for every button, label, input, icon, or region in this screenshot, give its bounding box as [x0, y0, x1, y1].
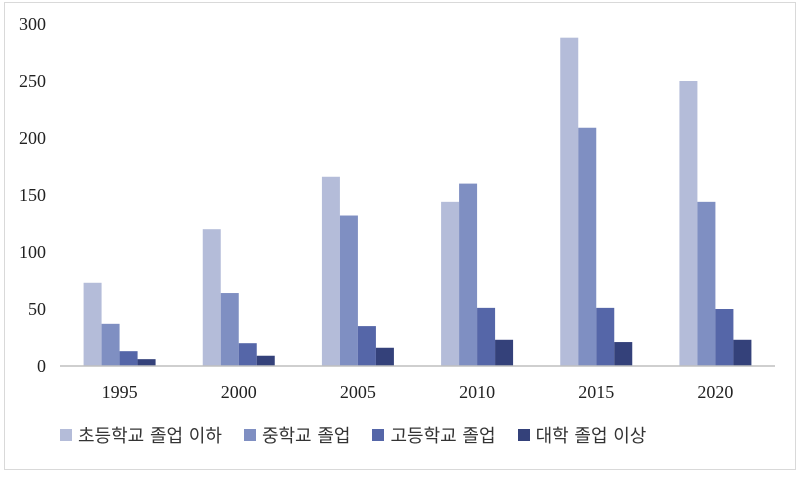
bar — [614, 342, 633, 366]
y-tick-label: 150 — [19, 185, 46, 205]
legend-label: 대학 졸업 이상 — [535, 426, 647, 447]
x-tick-label: 2015 — [578, 382, 614, 402]
chart-frame — [4, 2, 796, 470]
y-tick-label: 0 — [37, 356, 46, 376]
bar — [238, 343, 257, 366]
bar — [83, 282, 102, 366]
bar — [256, 355, 275, 366]
legend-item: 초등학교 졸업 이하 — [60, 422, 222, 448]
y-tick-label: 50 — [28, 299, 46, 319]
bar — [733, 339, 752, 366]
y-tick-label: 200 — [19, 128, 46, 148]
bar — [101, 323, 120, 366]
bar — [596, 307, 615, 366]
bar — [202, 229, 221, 366]
legend-swatch — [60, 429, 72, 441]
y-tick-label: 100 — [19, 242, 46, 262]
bar — [375, 347, 394, 366]
x-axis: 1995 2000 2005 2010 2015 2020 — [60, 365, 775, 402]
x-tick-label: 2000 — [221, 382, 257, 402]
legend-item: 대학 졸업 이상 — [517, 422, 647, 448]
bar — [679, 81, 698, 366]
bar — [697, 201, 716, 366]
legend: 초등학교 졸업 이하 중학교 졸업 고등학교 졸업 대학 졸업 이상 — [60, 420, 780, 450]
x-tick-label: 2010 — [459, 382, 495, 402]
bar — [220, 293, 239, 366]
bars — [83, 37, 752, 367]
x-tick-label: 2005 — [340, 382, 376, 402]
y-axis: 0 50 100 150 200 250 300 — [19, 14, 46, 376]
bar — [357, 326, 376, 366]
legend-swatch — [372, 429, 385, 441]
legend-item: 고등학교 졸업 — [372, 422, 496, 448]
legend-label: 초등학교 졸업 이하 — [78, 426, 222, 447]
legend-label: 중학교 졸업 — [261, 426, 351, 447]
bar — [495, 339, 514, 366]
y-tick-label: 250 — [19, 71, 46, 91]
legend-item: 중학교 졸업 — [243, 422, 351, 448]
bar — [137, 359, 156, 366]
bar — [441, 201, 460, 366]
x-tick-label: 1995 — [102, 382, 138, 402]
bar — [578, 127, 597, 367]
bar — [459, 183, 478, 366]
y-tick-label: 300 — [19, 14, 46, 34]
bar — [119, 351, 138, 366]
bar — [339, 215, 358, 366]
x-tick-label: 2020 — [697, 382, 733, 402]
bar — [477, 307, 496, 366]
bar — [715, 309, 734, 366]
legend-label: 고등학교 졸업 — [390, 426, 496, 447]
bar — [321, 176, 340, 366]
legend-swatch — [517, 429, 530, 441]
bar — [560, 37, 579, 367]
legend-swatch — [243, 429, 256, 441]
